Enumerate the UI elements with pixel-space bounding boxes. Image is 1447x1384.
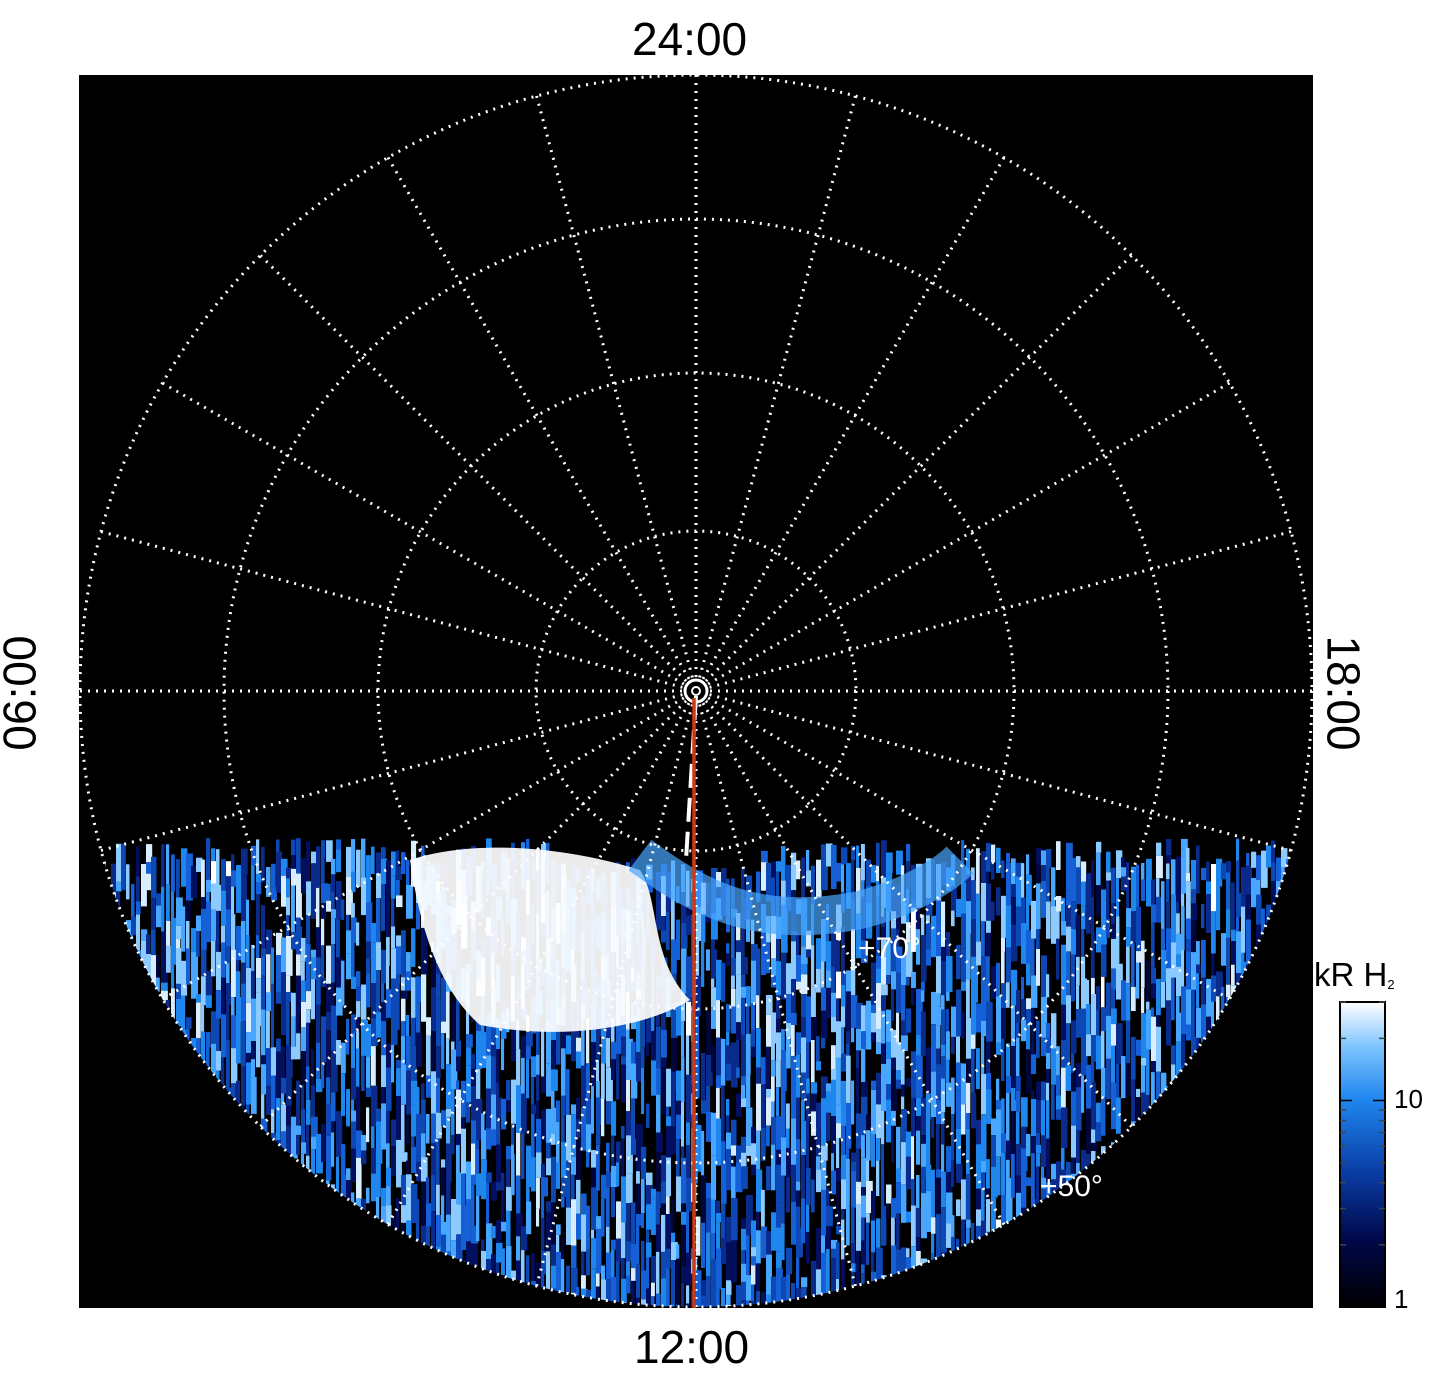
colorbar-species-subscript: 2	[1387, 977, 1395, 992]
colorbar-minor-ticks	[1340, 1001, 1385, 1246]
colorbar-title: kR H2	[1314, 956, 1395, 994]
latitude-label-50: +50°	[1040, 1170, 1103, 1203]
latitude-label-70: +70°	[858, 932, 921, 965]
dusk-aurora-arc	[628, 839, 974, 936]
dashed-track-line	[684, 695, 698, 861]
pole-marker-inner	[691, 686, 701, 696]
plot-background	[79, 75, 1313, 1308]
latitude-longitude-grid	[79, 75, 1313, 1308]
colorbar-unit: kR	[1314, 956, 1355, 993]
colorbar	[1339, 1001, 1386, 1308]
colorbar-species: H	[1363, 956, 1388, 993]
local-time-label-dawn: 06:00	[0, 635, 46, 751]
local-time-label-noon: 12:00	[634, 1321, 750, 1373]
bright-aurora-patch	[410, 847, 690, 1032]
local-time-label-dusk: 18:00	[1317, 635, 1370, 751]
colorbar-tick-10: 10	[1394, 1084, 1423, 1114]
colorbar-tick-1: 1	[1394, 1284, 1409, 1314]
local-time-label-midnight: 24:00	[632, 13, 748, 65]
